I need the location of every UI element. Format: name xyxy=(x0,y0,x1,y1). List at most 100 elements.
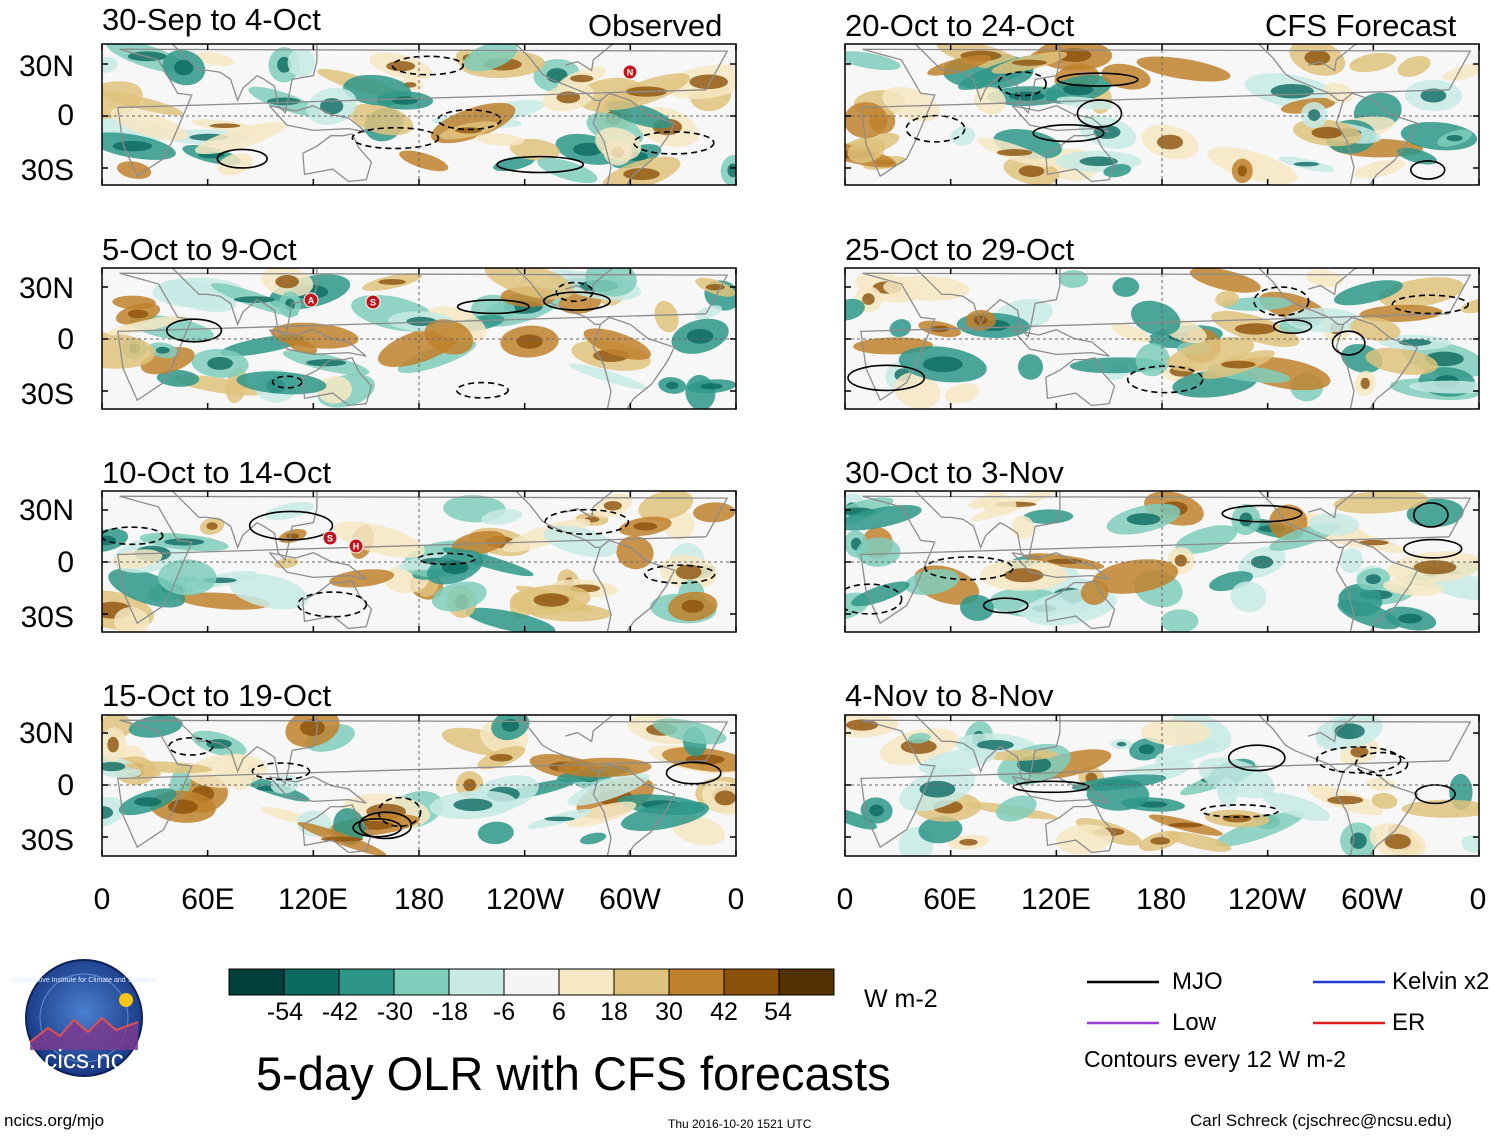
mjo-contour xyxy=(633,131,715,155)
colorbar-swatch-11 xyxy=(778,968,835,996)
lon-label-left-120e: 120E xyxy=(277,883,349,916)
olr-anomaly-blob xyxy=(1365,347,1438,375)
legend-label-low: Low xyxy=(1172,1009,1217,1036)
main-title: 5-day OLR with CFS forecasts xyxy=(256,1047,891,1100)
olr-anomaly-core xyxy=(1168,822,1203,828)
olr-anomaly-core xyxy=(689,74,729,90)
olr-anomaly-core xyxy=(127,309,149,319)
olr-anomaly-core xyxy=(623,168,660,181)
colorbar-label-3: -30 xyxy=(376,998,414,1026)
olr-anomaly-core xyxy=(714,790,736,806)
olr-anomaly-core xyxy=(996,149,1033,156)
olr-anomaly-blob xyxy=(349,103,414,136)
olr-anomaly-blob xyxy=(1215,290,1239,307)
mjo-contour xyxy=(102,526,164,546)
olr-anomaly-core xyxy=(1308,109,1321,121)
olr-anomaly-core xyxy=(1250,555,1274,569)
colorbar-swatch-9 xyxy=(668,968,725,996)
olr-anomaly-blob xyxy=(568,363,648,390)
olr-anomaly-blob xyxy=(108,568,186,608)
coastline xyxy=(117,719,729,849)
olr-anomaly-core xyxy=(1304,50,1331,66)
coastline xyxy=(1308,491,1357,519)
olr-anomaly-blob xyxy=(944,383,980,404)
mjo-contour xyxy=(665,761,722,785)
lat-label-eq-row4: 0 xyxy=(57,769,74,802)
panel-title-left-3: 10-Oct to 14-Oct xyxy=(102,455,332,490)
olr-anomaly-core xyxy=(603,500,622,511)
storm-letter: N xyxy=(627,68,634,78)
coastline xyxy=(860,272,1472,402)
olr-anomaly-blob xyxy=(988,749,1059,761)
olr-anomaly-core xyxy=(1293,161,1320,167)
mjo-contour xyxy=(248,510,334,541)
coastline xyxy=(1258,44,1419,185)
coastline xyxy=(1045,133,1116,183)
lat-label-eq-row2: 0 xyxy=(57,323,74,356)
olr-anomaly-core xyxy=(1079,156,1118,167)
coastline xyxy=(302,804,373,854)
olr-anomaly-blob xyxy=(1056,824,1112,855)
forecast-label: CFS Forecast xyxy=(1265,8,1457,43)
lon-label-right-120e: 120E xyxy=(1020,883,1092,916)
olr-anomaly-blob xyxy=(1305,269,1344,288)
footer-website[interactable]: ncics.org/mjo xyxy=(4,1111,105,1130)
mjo-contour xyxy=(1410,160,1446,180)
olr-anomaly-core xyxy=(869,804,884,817)
coastline xyxy=(302,357,373,407)
olr-anomaly-blob xyxy=(566,801,637,828)
colorbar-swatch-8 xyxy=(613,968,670,996)
olr-anomaly-blob xyxy=(481,508,523,525)
olr-anomaly-core xyxy=(959,838,978,846)
olr-anomaly-blob xyxy=(856,537,901,567)
olr-anomaly-core xyxy=(1150,837,1171,845)
coastline xyxy=(171,268,318,338)
lat-label-30s-row4: 30S xyxy=(20,824,74,857)
lon-label-left-0: 0 xyxy=(93,883,111,916)
legend-contour-note: Contours every 12 W m-2 xyxy=(1084,1046,1347,1072)
olr-anomaly-core xyxy=(1358,539,1389,546)
coastline xyxy=(1045,357,1116,407)
olr-anomaly-core xyxy=(1239,512,1253,527)
colorbar-label-4: -18 xyxy=(431,998,469,1026)
olr-anomaly-blob xyxy=(882,86,941,122)
olr-anomaly-core xyxy=(489,754,513,762)
coastline xyxy=(117,272,729,402)
mjo-contour xyxy=(1056,72,1139,87)
olr-anomaly-blob xyxy=(188,754,268,788)
olr-anomaly-core xyxy=(1327,795,1364,805)
tropical-storm-marker: S xyxy=(365,294,381,310)
olr-anomaly-blob xyxy=(1207,147,1298,184)
olr-anomaly-blob xyxy=(845,298,865,321)
lat-label-eq-row1: 0 xyxy=(57,99,74,132)
coastline xyxy=(117,495,729,625)
olr-anomaly-core xyxy=(1222,814,1252,823)
map-forecast-1 xyxy=(844,43,1480,186)
colorbar-label-6: 6 xyxy=(552,998,566,1026)
coastline xyxy=(565,715,614,743)
olr-anomaly-blob xyxy=(1350,317,1401,342)
olr-anomaly-blob xyxy=(1354,159,1405,179)
olr-anomaly-blob xyxy=(1339,547,1363,574)
olr-anomaly-core xyxy=(206,739,232,749)
mjo-contour xyxy=(168,737,214,756)
olr-anomaly-blob xyxy=(102,56,118,73)
olr-anomaly-core xyxy=(1413,560,1457,575)
olr-anomaly-core xyxy=(973,315,988,325)
colorbar-label-1: -54 xyxy=(266,998,304,1026)
coastline xyxy=(1045,804,1116,854)
olr-anomaly-blob xyxy=(918,747,996,774)
coastline xyxy=(515,268,676,409)
olr-anomaly-blob xyxy=(996,795,1037,822)
olr-anomaly-blob xyxy=(1136,56,1231,82)
mjo-contour xyxy=(352,818,402,838)
tropical-storm-marker: A xyxy=(303,292,319,308)
olr-anomaly-core xyxy=(1311,126,1343,139)
colorbar-label-10: 54 xyxy=(764,998,792,1026)
mjo-contour xyxy=(351,126,440,150)
olr-anomaly-core xyxy=(501,718,520,732)
olr-anomaly-blob xyxy=(475,133,525,146)
olr-anomaly-core xyxy=(320,98,344,115)
olr-anomaly-blob xyxy=(567,773,650,806)
olr-anomaly-core xyxy=(1334,723,1365,740)
